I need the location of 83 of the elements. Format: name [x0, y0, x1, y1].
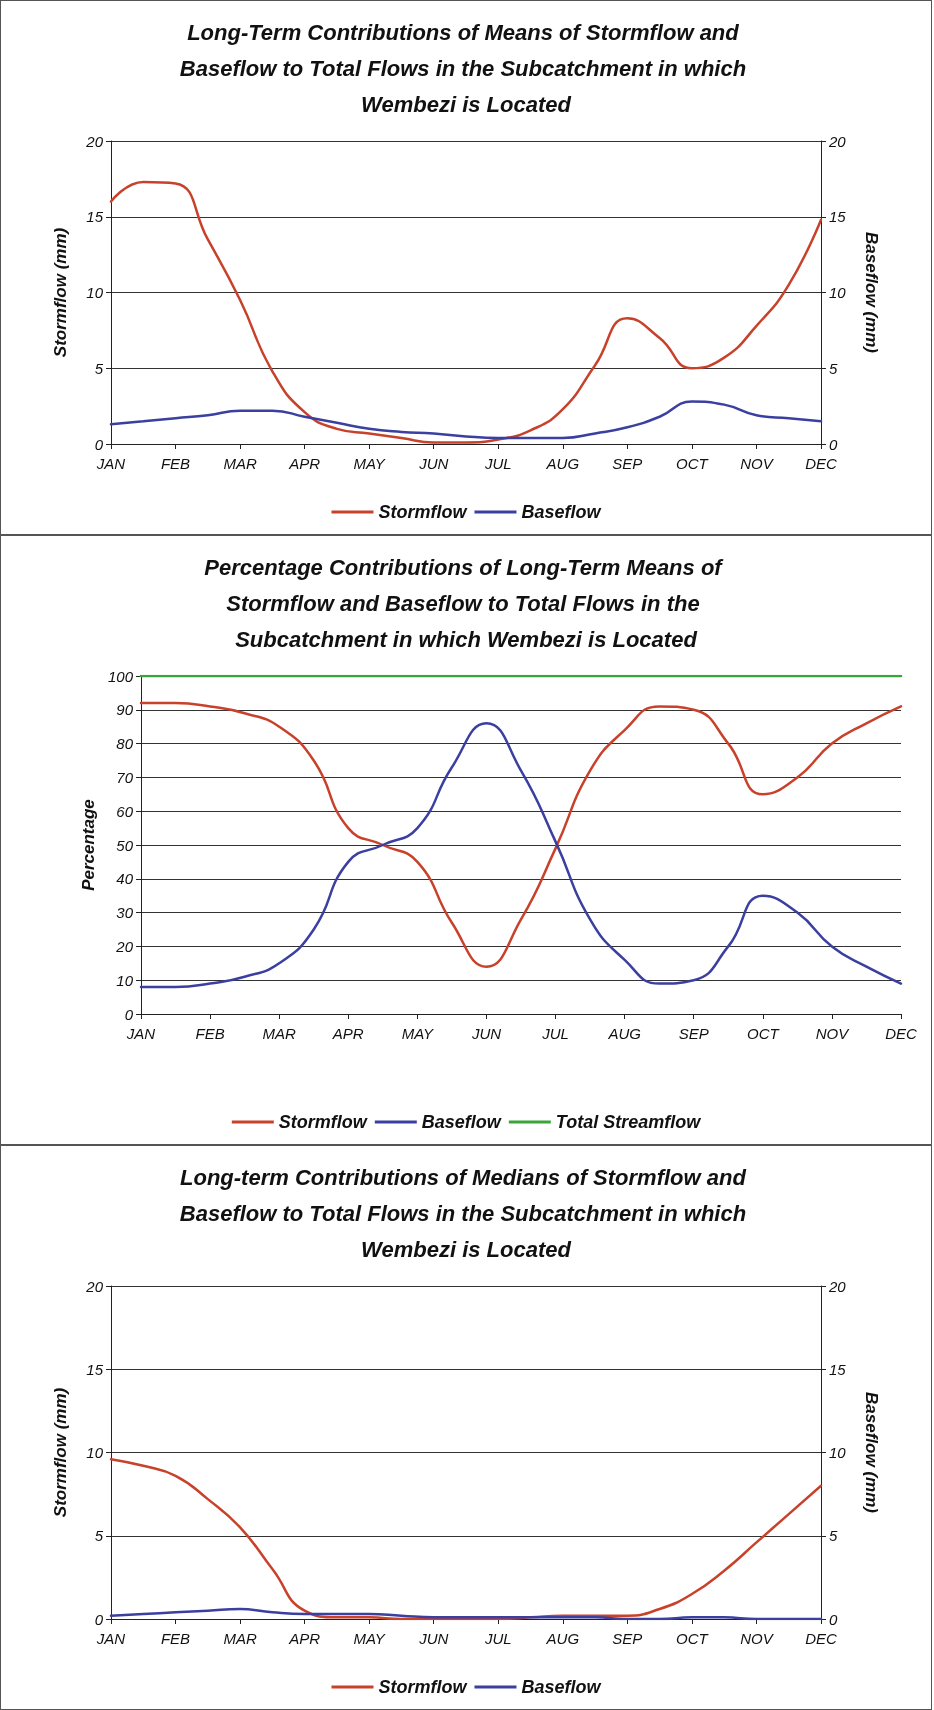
y2-tick-label: 10	[829, 284, 847, 301]
y2-tick-label: 20	[828, 132, 847, 150]
x-tick-label: JUN	[418, 455, 449, 472]
legend-label: Baseflow	[521, 1677, 602, 1697]
x-tick-label: JUL	[541, 1025, 569, 1042]
y-tick-label: 30	[116, 904, 134, 922]
x-tick-label: APR	[288, 1630, 321, 1647]
y-tick-label: 10	[86, 1444, 104, 1461]
y-tick-label: 10	[86, 284, 104, 301]
y2-axis-title: Baseflow (mm)	[862, 1392, 881, 1514]
y-tick-label: 15	[86, 208, 104, 226]
y-axis-title: Stormflow (mm)	[51, 227, 70, 358]
y2-tick-label: 10	[829, 1444, 847, 1461]
x-tick-label: AUG	[545, 1630, 580, 1647]
x-tick-label: NOV	[740, 455, 775, 472]
x-tick-label: MAY	[353, 1630, 386, 1647]
x-tick-label: DEC	[805, 1630, 837, 1647]
x-tick-label: APR	[288, 455, 321, 472]
chart-title: Percentage Contributions of Long-Term Means of Stormflow and Baseflow to Total Flows in the Subcatchment in which Wembezi is Located	[204, 554, 728, 652]
x-tick-label: SEP	[612, 1630, 643, 1647]
x-tick-label: MAR	[262, 1025, 297, 1042]
x-tick-label: JAN	[125, 1025, 156, 1042]
y2-tick-label: 0	[829, 435, 838, 453]
chart-title: Long-Term Contributions of Means of Stormflow and Baseflow to Total Flows in the Subcatchment in which Wembezi is Located	[179, 19, 753, 117]
y2-tick-label: 15	[829, 208, 847, 226]
x-tick-label: JUN	[470, 1025, 502, 1042]
x-tick-label: OCT	[676, 455, 710, 472]
x-tick-label: APR	[331, 1025, 364, 1042]
line-series	[109, 400, 823, 440]
legend-label: Stormflow	[278, 1112, 368, 1132]
x-tick-label: MAR	[223, 455, 257, 472]
x-tick-label: DEC	[885, 1025, 917, 1042]
y-tick-label: 20	[115, 937, 134, 955]
x-tick-label: JUL	[483, 455, 512, 472]
x-tick-label: MAR	[223, 1630, 257, 1647]
x-tick-label: JAN	[95, 1630, 126, 1647]
x-tick-label: MAY	[401, 1025, 435, 1042]
legend-label: Total Streamflow	[555, 1112, 702, 1132]
y-tick-label: 0	[94, 1610, 104, 1628]
y-tick-label: 20	[85, 132, 104, 150]
x-tick-label: SEP	[612, 455, 643, 472]
y-tick-label: 100	[107, 667, 134, 685]
y2-tick-label: 5	[829, 359, 838, 377]
y2-tick-label: 20	[828, 1277, 847, 1295]
x-tick-label: FEB	[195, 1025, 225, 1042]
legend-label: Baseflow	[521, 502, 602, 522]
y-axis-title: Stormflow (mm)	[51, 1387, 70, 1518]
y-axis-title: Percentage	[79, 799, 99, 891]
y-tick-label: 0	[94, 435, 104, 453]
legend-label: Stormflow	[378, 1677, 468, 1697]
legend-label: Stormflow	[378, 502, 468, 522]
y2-tick-label: 15	[829, 1360, 847, 1378]
x-tick-label: AUG	[545, 455, 580, 472]
x-tick-label: MAY	[353, 455, 386, 472]
y-tick-label: 10	[116, 971, 134, 989]
chart-title: Long-term Contributions of Medians of Stormflow and Baseflow to Total Flows in the Subcatchment in which Wembezi is Located	[179, 1164, 753, 1262]
y-tick-label: 90	[116, 701, 134, 719]
x-tick-label: OCT	[746, 1025, 781, 1042]
y-tick-label: 15	[86, 1360, 104, 1378]
y-tick-label: 50	[116, 836, 134, 854]
x-tick-label: OCT	[676, 1630, 710, 1647]
y-tick-label: 20	[85, 1277, 104, 1295]
x-tick-label: DEC	[805, 455, 837, 472]
x-tick-label: JUL	[483, 1630, 512, 1647]
y2-tick-label: 0	[829, 1610, 838, 1628]
x-tick-label: FEB	[160, 455, 191, 472]
y2-axis-title: Baseflow (mm)	[862, 232, 881, 354]
x-tick-label: NOV	[740, 1630, 775, 1647]
y-tick-label: 0	[124, 1005, 134, 1023]
y2-tick-label: 5	[829, 1527, 838, 1545]
x-tick-label: SEP	[678, 1025, 709, 1042]
x-tick-label: AUG	[607, 1025, 642, 1042]
x-tick-label: FEB	[160, 1630, 191, 1647]
y-tick-label: 5	[94, 1527, 104, 1545]
y-tick-label: 5	[94, 359, 104, 377]
y-tick-label: 40	[116, 870, 134, 888]
x-tick-label: JUN	[418, 1630, 449, 1647]
x-tick-label: NOV	[815, 1025, 851, 1042]
y-tick-label: 70	[116, 768, 134, 786]
x-tick-label: JAN	[95, 455, 126, 472]
legend-label: Baseflow	[421, 1112, 502, 1132]
y-tick-label: 80	[116, 735, 134, 753]
y-tick-label: 60	[116, 802, 134, 820]
